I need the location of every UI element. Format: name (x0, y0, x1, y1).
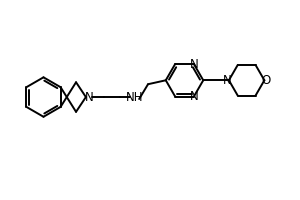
Text: O: O (262, 74, 271, 87)
Text: N: N (223, 74, 231, 87)
Text: NH: NH (125, 91, 143, 104)
Text: N: N (85, 91, 93, 104)
Text: N: N (190, 58, 198, 71)
Text: N: N (190, 90, 198, 103)
